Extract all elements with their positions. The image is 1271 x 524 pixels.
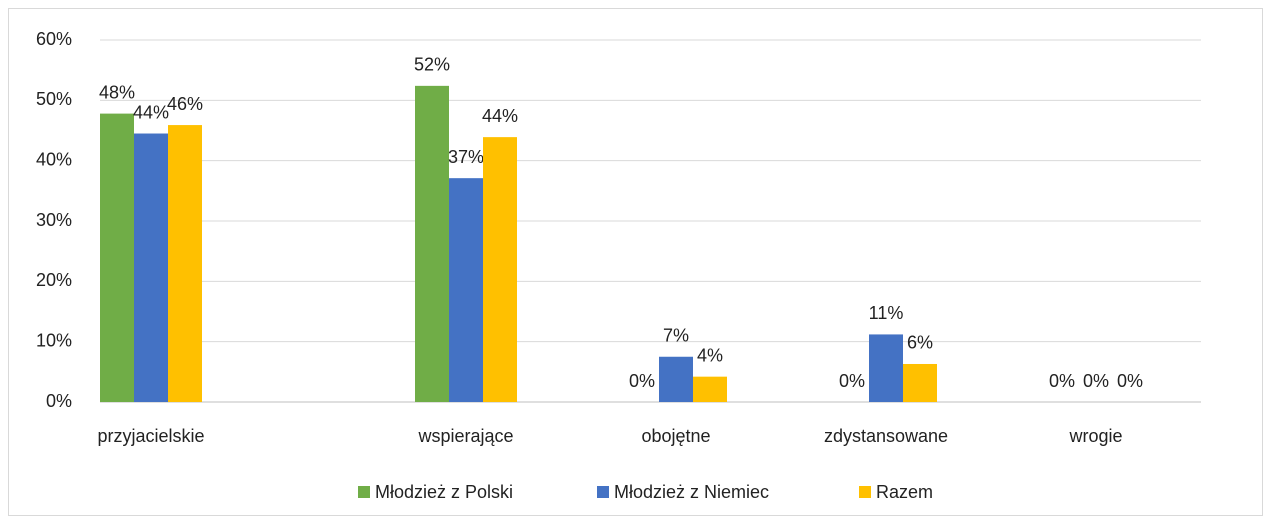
data-label: 37% — [448, 147, 484, 167]
x-tick-label: przyjacielskie — [97, 426, 204, 446]
y-tick-label: 10% — [36, 330, 72, 350]
data-label: 0% — [1049, 371, 1075, 391]
bar — [168, 125, 202, 402]
x-tick-label: obojętne — [641, 426, 710, 446]
bar — [869, 334, 903, 402]
y-tick-label: 20% — [36, 270, 72, 290]
data-label: 4% — [697, 345, 723, 365]
bar — [100, 113, 134, 403]
data-label: 0% — [1083, 371, 1109, 391]
y-tick-label: 0% — [46, 391, 72, 411]
data-label: 44% — [133, 102, 169, 122]
data-label: 11% — [869, 303, 904, 323]
data-label: 7% — [663, 326, 689, 346]
bar — [483, 137, 517, 403]
data-label: 6% — [907, 333, 933, 353]
data-label: 48% — [99, 82, 135, 102]
data-label: 0% — [1117, 371, 1143, 391]
chart-border — [8, 8, 1263, 516]
data-label: 44% — [482, 106, 518, 126]
bar — [659, 356, 693, 402]
legend-label: Razem — [876, 482, 933, 502]
y-tick-label: 60% — [36, 29, 72, 49]
legend-swatch — [358, 486, 370, 498]
x-tick-label: wspierające — [417, 426, 513, 446]
legend-swatch — [597, 486, 609, 498]
legend-label: Młodzież z Polski — [375, 482, 513, 502]
data-label: 52% — [414, 55, 450, 75]
y-tick-label: 50% — [36, 89, 72, 109]
legend-label: Młodzież z Niemiec — [614, 482, 769, 502]
data-label: 0% — [839, 371, 865, 391]
data-label: 0% — [629, 371, 655, 391]
y-tick-label: 30% — [36, 210, 72, 230]
bar — [415, 85, 449, 402]
x-tick-label: wrogie — [1068, 426, 1122, 446]
data-label: 46% — [167, 94, 203, 114]
y-tick-label: 40% — [36, 149, 72, 169]
bar — [449, 178, 483, 402]
bar — [134, 133, 168, 402]
bar — [903, 363, 937, 402]
bar — [693, 376, 727, 402]
legend-swatch — [859, 486, 871, 498]
x-tick-label: zdystansowane — [824, 426, 948, 446]
